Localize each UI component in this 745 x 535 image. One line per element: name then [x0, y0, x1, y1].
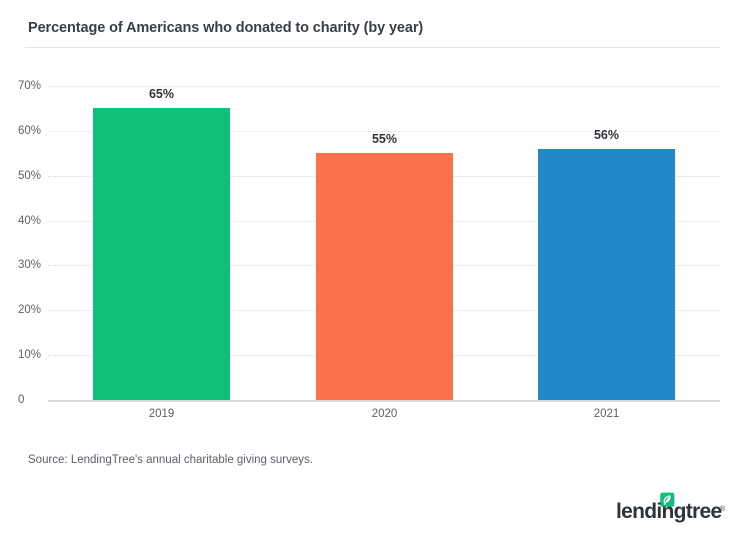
bar-rect-2021	[538, 148, 675, 400]
y-axis-tick-40%: 40%	[18, 214, 42, 227]
x-axis-tick-2019: 2019	[148, 408, 175, 420]
logo-trademark: ®	[719, 506, 725, 513]
y-axis-tick-70%: 70%	[18, 80, 42, 92]
title-divider	[25, 47, 720, 48]
bar-value-label-2021: 56%	[593, 127, 620, 142]
x-axis-tick-2021: 2021	[593, 408, 620, 420]
page-title: Percentage of Americans who donated to c…	[28, 20, 424, 36]
y-axis-tick-60%: 60%	[18, 124, 42, 137]
bar-2020[interactable]: 55%	[316, 132, 453, 400]
y-axis-tick-20%: 20%	[18, 304, 42, 317]
y-axis-tick-0: 0	[18, 394, 25, 406]
x-axis-baseline	[48, 400, 720, 402]
lendingtree-logo: lendingtree ®	[616, 492, 725, 526]
bar-value-label-2020: 55%	[371, 132, 398, 147]
bar-rect-2020	[316, 153, 453, 400]
x-axis-tick-2020: 2020	[371, 408, 398, 420]
plot-area: 65% 55% 56%	[48, 86, 720, 402]
source-note: Source: LendingTree's annual charitable …	[28, 454, 313, 466]
logo-wordmark: lendingtree	[616, 500, 722, 523]
bar-rect-2019	[93, 108, 230, 400]
gridline-60%	[48, 130, 720, 132]
leaf-icon	[660, 492, 675, 507]
y-axis-tick-50%: 50%	[18, 169, 42, 182]
gridline-70%	[48, 86, 720, 87]
y-axis-tick-30%: 30%	[18, 259, 42, 272]
y-axis-tick-10%: 10%	[18, 349, 42, 362]
bar-2021[interactable]: 56%	[538, 128, 675, 400]
bar-value-label-2019: 65%	[148, 87, 175, 102]
bar-2019[interactable]: 65%	[93, 87, 230, 400]
